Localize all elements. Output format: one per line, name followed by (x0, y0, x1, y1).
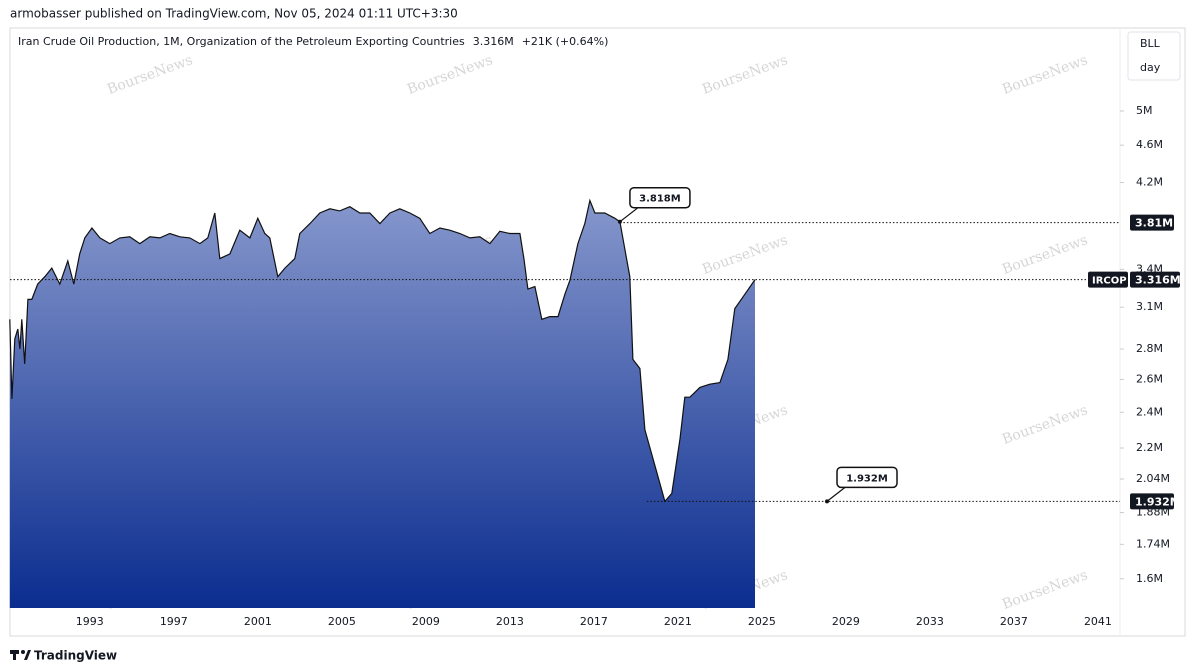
price-label: 3.316M (1135, 274, 1181, 287)
price-label: 3.81M (1135, 217, 1173, 230)
x-tick-label: 2037 (1000, 615, 1028, 628)
y-tick-label: 2.4M (1136, 405, 1163, 418)
x-tick-label: 2001 (244, 615, 272, 628)
header: armobasser published on TradingView.com,… (10, 7, 458, 21)
x-tick-label: 1997 (160, 615, 188, 628)
price-label-box (1130, 271, 1180, 288)
y-tick-label: 1.6M (1136, 572, 1163, 585)
x-tick-label: 2021 (664, 615, 692, 628)
y-tick-label: 4.6M (1136, 138, 1163, 151)
legend-change: +21K (+0.64%) (522, 35, 609, 48)
y-tick-label: 2.04M (1136, 472, 1170, 485)
x-tick-label: 2033 (916, 615, 944, 628)
y-tick-label: 2.8M (1136, 342, 1163, 355)
x-tick-label: 2017 (580, 615, 608, 628)
callout-box (629, 186, 691, 209)
x-tick-label: 2005 (328, 615, 356, 628)
y-tick-label: 4.2M (1136, 176, 1163, 189)
legend-value: 3.316M (473, 35, 514, 48)
period: day (1140, 61, 1161, 74)
y-tick-label: 2.6M (1136, 372, 1163, 385)
area-fill (9, 200, 756, 608)
area-line (9, 198, 756, 503)
footer-logo (10, 650, 31, 660)
annotation-point (825, 499, 830, 504)
y-tick-label: 3.1M (1136, 300, 1163, 313)
x-tick-label: 2029 (832, 615, 860, 628)
x-tick-label: 1993 (76, 615, 104, 628)
x-tick-label: 2025 (748, 615, 776, 628)
callout-box (836, 466, 898, 489)
callout-label: 3.818M (639, 194, 681, 205)
price-label: 1.932M (1135, 495, 1181, 508)
plot (9, 198, 756, 608)
callout-label: 1.932M (846, 473, 888, 484)
x-tick-label: 2013 (496, 615, 524, 628)
price-label-box (1130, 493, 1174, 510)
y-tick-label: 2.2M (1136, 441, 1163, 454)
price-label-box (1130, 214, 1174, 231)
footer: TradingView (34, 649, 117, 663)
y-tick-label: 1.74M (1136, 537, 1170, 550)
y-tick-label: 5M (1136, 104, 1153, 117)
symbol-label: IRCOP (1092, 276, 1127, 287)
symbol-box (1088, 271, 1128, 288)
legend-title: Iran Crude Oil Production, 1M, Organizat… (18, 35, 465, 48)
x-tick-label: 2041 (1084, 615, 1112, 628)
unit: BLL (1140, 37, 1161, 50)
x-tick-label: 2009 (412, 615, 440, 628)
annotation-point (617, 219, 622, 224)
unit-box (1127, 31, 1181, 81)
